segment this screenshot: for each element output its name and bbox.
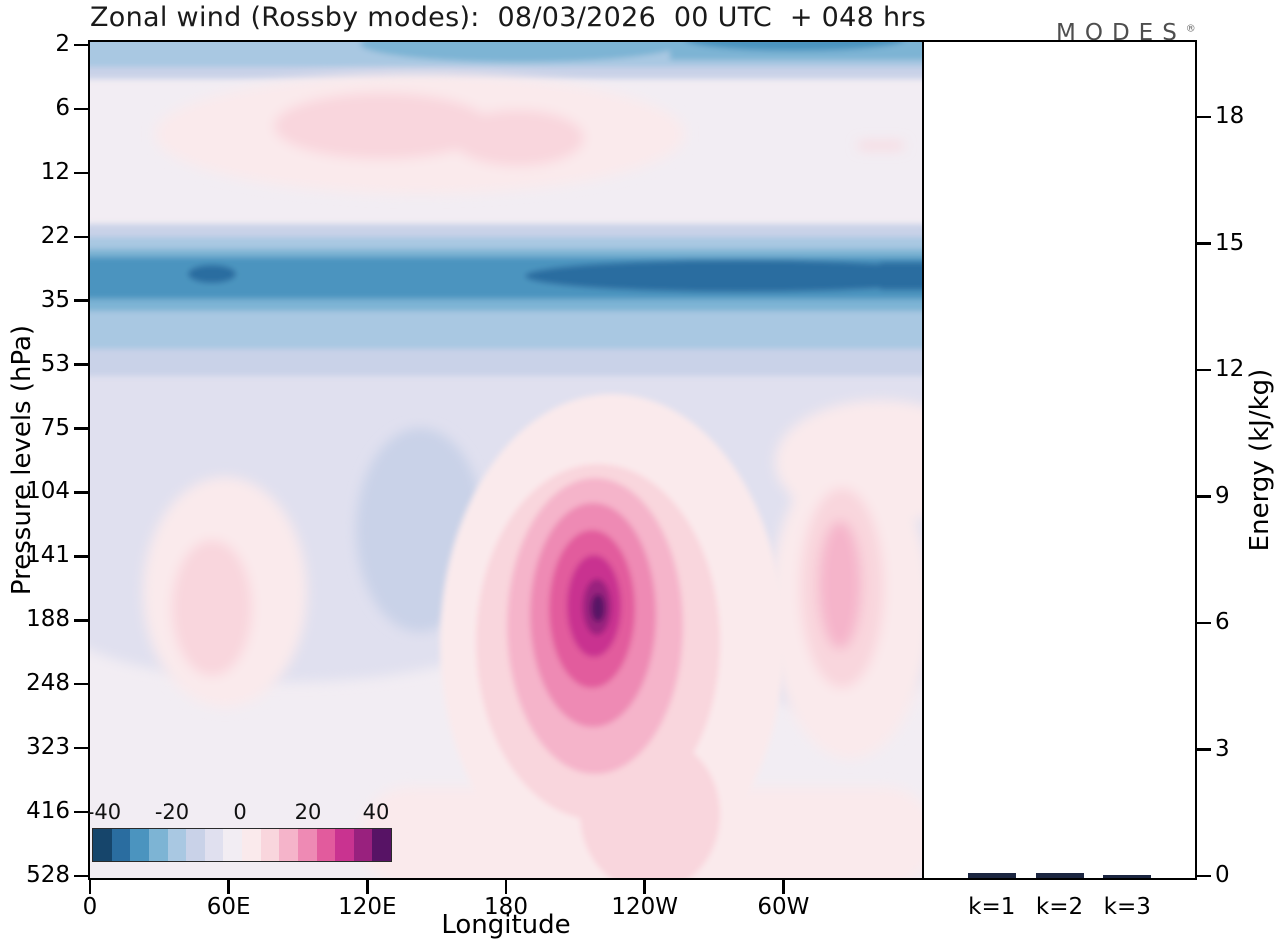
energy-tick <box>1197 748 1211 751</box>
longitude-tick <box>643 880 646 894</box>
longitude-tick-label: 60W <box>757 894 810 920</box>
longitude-tick-label: 60E <box>206 894 251 920</box>
energy-tick-label: 9 <box>1215 482 1230 509</box>
energy-tick <box>1197 368 1211 372</box>
pressure-tick <box>74 43 90 47</box>
pressure-tick <box>74 810 90 814</box>
longitude-axis-title: Longitude <box>441 910 571 940</box>
plot-frame <box>88 40 1197 880</box>
longitude-tick <box>88 880 92 894</box>
energy-axis-title: Energy (kJ/kg) <box>1245 368 1275 552</box>
pressure-tick-label: 2 <box>55 31 70 57</box>
colorbar-segment <box>223 829 242 861</box>
pressure-tick-label: 188 <box>26 606 70 633</box>
pressure-tick-label: 528 <box>26 862 70 888</box>
energy-tick-label: 12 <box>1215 356 1245 382</box>
chart-title: Zonal wind (Rossby modes): 08/03/2026 00… <box>90 2 927 33</box>
colorbar-segment <box>93 829 112 861</box>
energy-tick-label: 3 <box>1215 735 1230 762</box>
energy-tick <box>1197 115 1211 119</box>
energy-bar-label: k=3 <box>1103 894 1151 920</box>
colorbar-tick-label: -20 <box>154 800 190 824</box>
pressure-tick-label: 22 <box>40 222 70 249</box>
upper-pink-region <box>155 74 904 194</box>
colorbar-segment <box>297 829 317 861</box>
pressure-tick-label: 323 <box>26 734 70 761</box>
pressure-tick-label: 141 <box>26 542 70 569</box>
colorbar-segment <box>372 829 391 861</box>
pressure-tick-label: 416 <box>26 798 70 825</box>
colorbar-segment <box>353 829 373 861</box>
colorbar-tick-label: 40 <box>362 800 390 824</box>
colorbar-segment <box>316 829 336 861</box>
colorbar-segment <box>186 829 205 861</box>
longitude-tick-label: 120E <box>338 894 397 920</box>
pressure-tick <box>74 619 90 622</box>
energy-tick <box>1197 495 1211 498</box>
colorbar-tick-label: -40 <box>86 800 122 824</box>
energy-bar <box>1035 873 1084 878</box>
longitude-tick <box>504 880 508 894</box>
energy-tick-label: 15 <box>1215 229 1245 256</box>
pressure-tick <box>74 746 90 750</box>
colorbar-segment <box>148 829 168 861</box>
pressure-tick <box>74 555 90 558</box>
pressure-tick-label: 6 <box>55 94 70 121</box>
pressure-tick <box>74 299 90 302</box>
energy-tick-label: 18 <box>1215 103 1245 129</box>
colorbar-tick-label: 20 <box>294 800 322 824</box>
contour-field <box>90 42 922 878</box>
longitude-tick <box>227 880 230 894</box>
energy-panel <box>924 42 1195 878</box>
pressure-tick <box>74 235 90 239</box>
pressure-tick <box>74 874 90 878</box>
pressure-tick <box>74 171 90 175</box>
left-pink-region <box>143 477 307 707</box>
pressure-tick <box>74 491 90 494</box>
easterly-band-region <box>90 224 922 376</box>
pressure-tick-label: 75 <box>40 414 70 441</box>
colorbar-segment <box>167 829 187 861</box>
energy-tick <box>1197 874 1211 878</box>
pressure-tick <box>74 363 90 366</box>
longitude-tick <box>366 880 369 894</box>
energy-bar-label: k=1 <box>968 894 1016 920</box>
energy-tick <box>1197 621 1211 625</box>
pressure-tick-label: 12 <box>40 158 70 185</box>
colorbar-segment <box>279 829 298 861</box>
longitude-tick-label: 0 <box>82 894 98 920</box>
longitude-tick-label: 180 <box>484 894 528 920</box>
top-easterly-band <box>90 42 922 79</box>
registered-mark-icon: ® <box>1185 23 1196 35</box>
energy-bar <box>1103 874 1152 878</box>
longitude-tick-label: 120W <box>611 894 678 920</box>
colorbar-segment <box>204 829 224 861</box>
pressure-tick-label: 35 <box>40 286 70 313</box>
energy-bar-label: k=2 <box>1035 894 1084 920</box>
colorbar-segment <box>242 829 261 861</box>
colorbar-segment <box>130 829 149 861</box>
colorbar-segment <box>260 829 280 861</box>
colorbar-segment <box>111 829 131 861</box>
colorbar-segment <box>335 829 354 861</box>
longitude-tick <box>782 880 785 894</box>
energy-tick-label: 6 <box>1215 609 1230 635</box>
energy-tick <box>1197 242 1211 245</box>
colorbar <box>92 828 392 862</box>
contour-panel <box>90 42 922 878</box>
colorbar-tick-label: 0 <box>233 800 247 824</box>
pressure-tick <box>74 107 90 111</box>
pressure-tick-label: 104 <box>26 478 70 505</box>
energy-tick-label: 0 <box>1215 862 1230 888</box>
pressure-tick <box>74 427 90 430</box>
pressure-tick-label: 248 <box>26 670 70 697</box>
panel-divider <box>922 42 924 878</box>
pressure-tick <box>74 682 90 686</box>
westerly-core-region <box>440 394 784 878</box>
energy-bar <box>967 872 1016 878</box>
pressure-tick-label: 53 <box>40 350 70 377</box>
right-pink-streak <box>770 455 922 759</box>
